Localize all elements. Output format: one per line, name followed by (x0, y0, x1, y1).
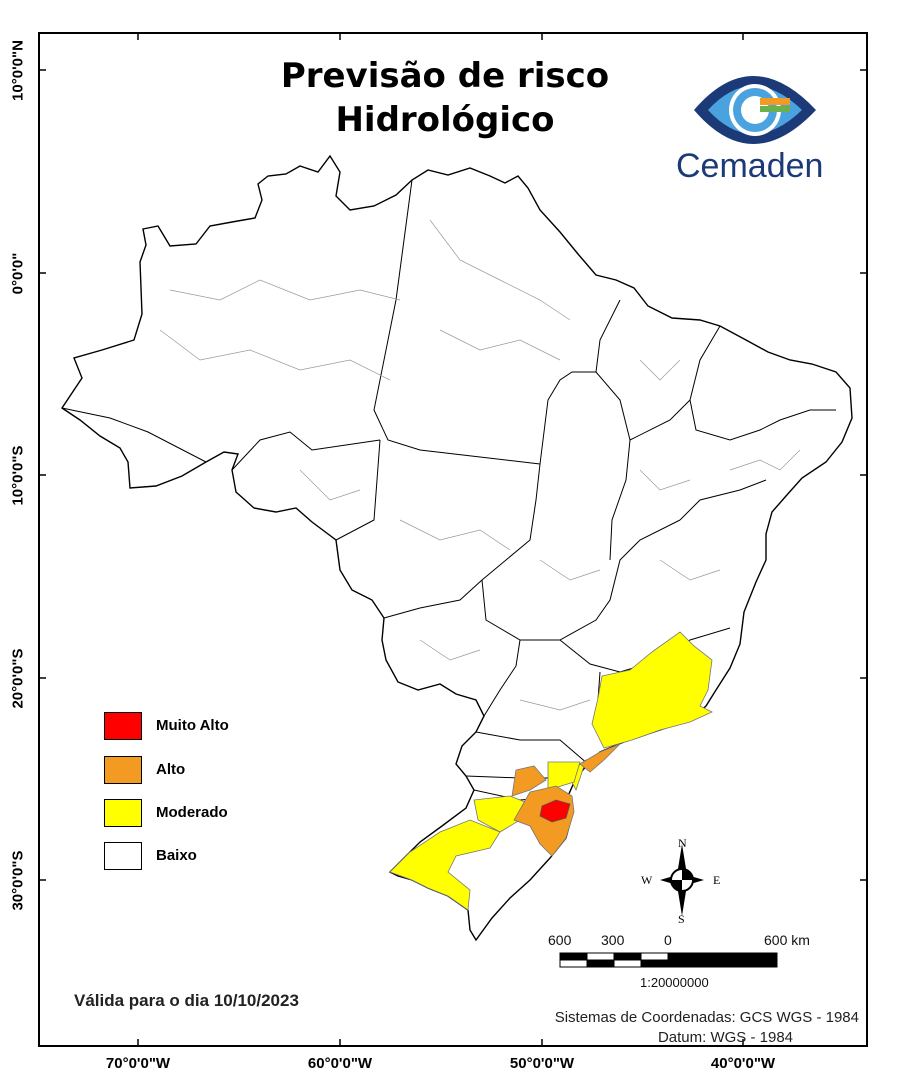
scale-label-0: 0 (664, 932, 672, 948)
lon-label-70w: 70°0'0"W (105, 1055, 171, 1072)
scale-ratio: 1:20000000 (640, 975, 709, 990)
lat-label-30s: 30°0'0"S (9, 850, 27, 911)
legend-swatch (104, 712, 142, 740)
legend-swatch (104, 756, 142, 784)
map-title-line1: Previsão de risco (280, 56, 610, 96)
legend-label: Alto (156, 761, 186, 778)
valid-date-text: Válida para o dia 10/10/2023 (74, 991, 299, 1010)
lon-label-40w: 40°0'0"W (710, 1055, 776, 1072)
cemaden-logo-icon (694, 76, 816, 144)
compass-w-label: W (641, 873, 653, 887)
lat-label-10n: 10°0'0"N (9, 40, 27, 101)
compass-s-label: S (678, 912, 685, 926)
lat-label-20s: 20°0'0"S (9, 648, 27, 709)
lat-label-10s: 10°0'0"S (9, 445, 27, 506)
map-title-line2: Hidrológico (335, 100, 555, 140)
coordinate-system-text: Sistemas de Coordenadas: GCS WGS - 1984 (554, 1009, 859, 1026)
compass-rose-icon (660, 844, 704, 916)
legend-swatch (104, 842, 142, 870)
mesoregion-boundaries (159, 219, 801, 711)
legend-label: Baixo (156, 847, 197, 864)
legend-label: Moderado (156, 804, 228, 821)
compass-n-label: N (678, 836, 687, 850)
logo-text: Cemaden (676, 147, 824, 185)
muito-alto-area (539, 799, 571, 823)
compass-e-label: E (713, 873, 721, 887)
graticule-ticks (38, 32, 868, 1047)
scale-bar (559, 952, 778, 968)
lon-label-50w: 50°0'0"W (509, 1055, 575, 1072)
datum-text: Datum: WGS - 1984 (657, 1029, 793, 1046)
scale-label-300: 300 (601, 932, 625, 948)
legend-swatch (104, 799, 142, 827)
lon-label-60w: 60°0'0"W (307, 1055, 373, 1072)
map-frame (38, 32, 868, 1047)
lat-label-0: 0°0'0" (9, 252, 27, 295)
brazil-outline (61, 154, 853, 942)
legend-label: Muito Alto (156, 717, 229, 734)
scale-label-600km: 600 km (764, 932, 810, 948)
moderado-areas (389, 631, 713, 911)
scale-label-600: 600 (548, 932, 572, 948)
